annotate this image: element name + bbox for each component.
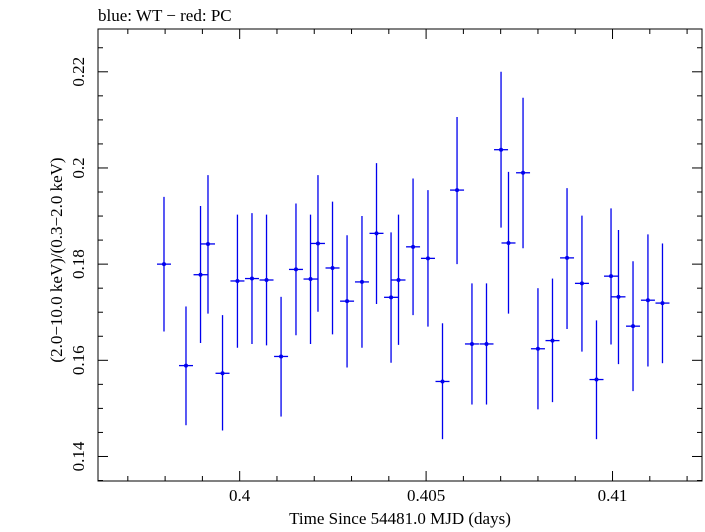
data-point bbox=[274, 296, 289, 417]
data-point bbox=[391, 214, 406, 345]
data-point bbox=[545, 278, 560, 403]
data-point bbox=[420, 190, 435, 327]
point-marker bbox=[161, 262, 166, 267]
x-tick-label: 0.4 bbox=[229, 486, 251, 505]
data-point bbox=[501, 171, 516, 314]
x-tick-label: 0.41 bbox=[598, 486, 628, 505]
point-marker bbox=[631, 324, 636, 329]
point-marker bbox=[565, 255, 570, 260]
point-marker bbox=[469, 341, 474, 346]
data-point bbox=[435, 323, 450, 440]
point-marker bbox=[308, 277, 313, 282]
point-marker bbox=[609, 274, 614, 279]
y-tick-label: 0.18 bbox=[69, 249, 88, 279]
y-tick-label: 0.16 bbox=[69, 345, 88, 375]
data-point bbox=[604, 208, 619, 345]
point-marker bbox=[616, 294, 621, 299]
point-marker bbox=[506, 240, 511, 245]
data-point bbox=[574, 215, 589, 352]
data-point bbox=[215, 315, 230, 431]
point-marker bbox=[374, 231, 379, 236]
point-marker bbox=[220, 371, 225, 376]
data-point bbox=[464, 283, 479, 405]
data-point bbox=[560, 188, 575, 330]
point-marker bbox=[535, 346, 540, 351]
x-axis-label: Time Since 54481.0 MJD (days) bbox=[289, 509, 511, 528]
data-point bbox=[354, 216, 369, 348]
point-marker bbox=[183, 363, 188, 368]
point-marker bbox=[455, 188, 460, 193]
data-point bbox=[156, 196, 171, 332]
data-point bbox=[325, 201, 340, 335]
point-marker bbox=[484, 341, 489, 346]
point-marker bbox=[645, 298, 650, 303]
point-marker bbox=[499, 147, 504, 152]
point-marker bbox=[389, 295, 394, 300]
data-point bbox=[516, 97, 531, 249]
data-point bbox=[193, 205, 208, 343]
data-point bbox=[369, 163, 384, 305]
y-tick-label: 0.2 bbox=[69, 157, 88, 178]
point-marker bbox=[579, 281, 584, 286]
data-point bbox=[384, 232, 399, 363]
data-point bbox=[589, 320, 604, 440]
data-point bbox=[340, 235, 355, 368]
data-point bbox=[655, 243, 670, 364]
point-marker bbox=[249, 276, 254, 281]
data-point bbox=[244, 213, 259, 344]
point-marker bbox=[440, 379, 445, 384]
data-point bbox=[611, 229, 626, 365]
data-point bbox=[640, 234, 655, 367]
data-point bbox=[178, 306, 193, 426]
point-marker bbox=[279, 354, 284, 359]
y-tick-label: 0.14 bbox=[69, 441, 88, 471]
point-marker bbox=[330, 265, 335, 270]
point-marker bbox=[293, 267, 298, 272]
data-point bbox=[200, 175, 215, 314]
data-point bbox=[259, 214, 274, 346]
plot-frame bbox=[97, 28, 703, 482]
data-point bbox=[530, 288, 545, 410]
data-point bbox=[479, 283, 494, 405]
point-marker bbox=[198, 272, 203, 277]
data-point bbox=[310, 175, 325, 312]
y-tick-label: 0.22 bbox=[69, 57, 88, 87]
data-point bbox=[494, 71, 509, 228]
data-point bbox=[450, 116, 465, 265]
point-marker bbox=[345, 299, 350, 304]
point-marker bbox=[660, 301, 665, 306]
point-marker bbox=[411, 244, 416, 249]
point-marker bbox=[235, 278, 240, 283]
point-marker bbox=[205, 241, 210, 246]
data-point bbox=[626, 261, 641, 392]
point-marker bbox=[315, 241, 320, 246]
data-point bbox=[406, 178, 421, 316]
point-marker bbox=[396, 278, 401, 283]
point-marker bbox=[521, 170, 526, 175]
x-tick-label: 0.405 bbox=[407, 486, 445, 505]
data-point bbox=[288, 203, 303, 336]
data-point bbox=[303, 214, 318, 344]
point-marker bbox=[425, 256, 430, 261]
point-marker bbox=[594, 377, 599, 382]
chart-title: blue: WT − red: PC bbox=[98, 6, 232, 25]
point-marker bbox=[264, 278, 269, 283]
point-marker bbox=[550, 338, 555, 343]
point-marker bbox=[359, 279, 364, 284]
data-point bbox=[230, 214, 245, 348]
